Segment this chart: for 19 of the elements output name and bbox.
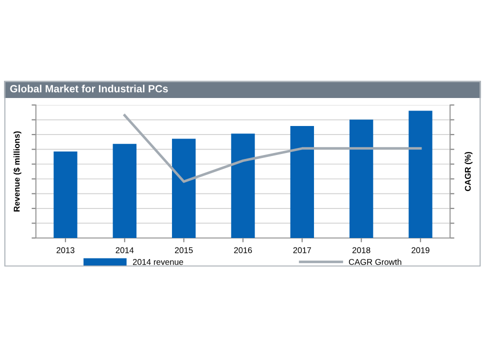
bar (231, 134, 255, 238)
bar (54, 151, 78, 238)
bar (172, 138, 196, 238)
x-tick-label: 2014 (116, 247, 134, 254)
chart-title: Global Market for Industrial PCs (10, 84, 168, 92)
x-tick-label: 2013 (56, 247, 74, 254)
x-tick-label: 2017 (293, 247, 312, 254)
x-tick-label: 2018 (352, 247, 370, 254)
legend-label: 2014 revenue (132, 259, 184, 265)
bar (112, 144, 136, 238)
x-tick-label: 2019 (412, 247, 430, 254)
y2-axis-title: CAGR (%) (464, 152, 472, 192)
x-tick-label: 2016 (234, 247, 252, 254)
bar (408, 110, 432, 238)
bar (349, 120, 374, 238)
x-tick-label: 2015 (174, 247, 193, 254)
y-axis-title: Revenue ($ millions) (13, 131, 22, 212)
bar (290, 126, 314, 238)
legend-label: CAGR Growth (348, 258, 402, 265)
